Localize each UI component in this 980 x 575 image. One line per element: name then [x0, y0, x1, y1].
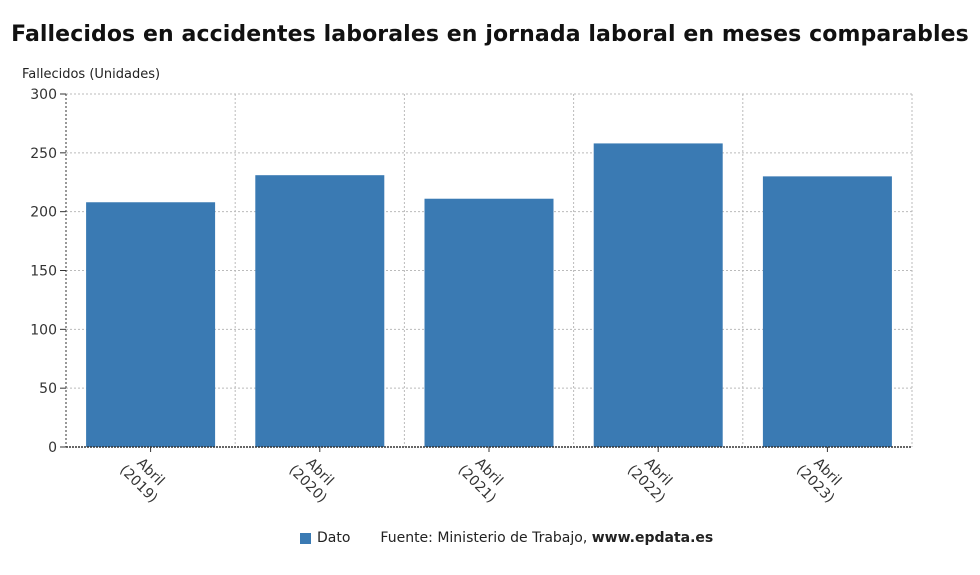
y-tick-label: 50	[39, 381, 57, 397]
x-tick-label-2: Abril(2021)	[455, 450, 511, 506]
bar-1	[255, 175, 385, 447]
chart-title: Fallecidos en accidentes laborales en jo…	[11, 22, 969, 47]
y-tick-label: 250	[30, 146, 57, 162]
x-tick-label-4: Abril(2023)	[793, 450, 849, 506]
y-tick-label: 200	[30, 205, 57, 221]
y-tick-label: 0	[48, 440, 57, 456]
source-text: Fuente: Ministerio de Trabajo,	[380, 530, 588, 546]
bar-4	[762, 176, 892, 447]
y-tick-label: 100	[30, 322, 57, 338]
source-site: www.epdata.es	[591, 530, 714, 546]
y-tick-label: 150	[30, 264, 57, 280]
legend-label-dato: Dato	[317, 530, 351, 546]
x-tick-label-1: Abril(2020)	[285, 450, 341, 506]
legend-swatch	[300, 532, 311, 544]
x-tick-label-3: Abril(2022)	[624, 450, 680, 506]
bar-3	[593, 143, 723, 448]
y-tick-label: 300	[30, 87, 57, 103]
bar-2	[424, 198, 554, 447]
y-axis-label: Fallecidos (Unidades)	[22, 67, 161, 82]
chart-footer: Dato Fuente: Ministerio de Trabajo, www.…	[300, 530, 713, 546]
bar-0	[86, 202, 216, 447]
x-tick-label-0: Abril(2019)	[116, 450, 172, 506]
